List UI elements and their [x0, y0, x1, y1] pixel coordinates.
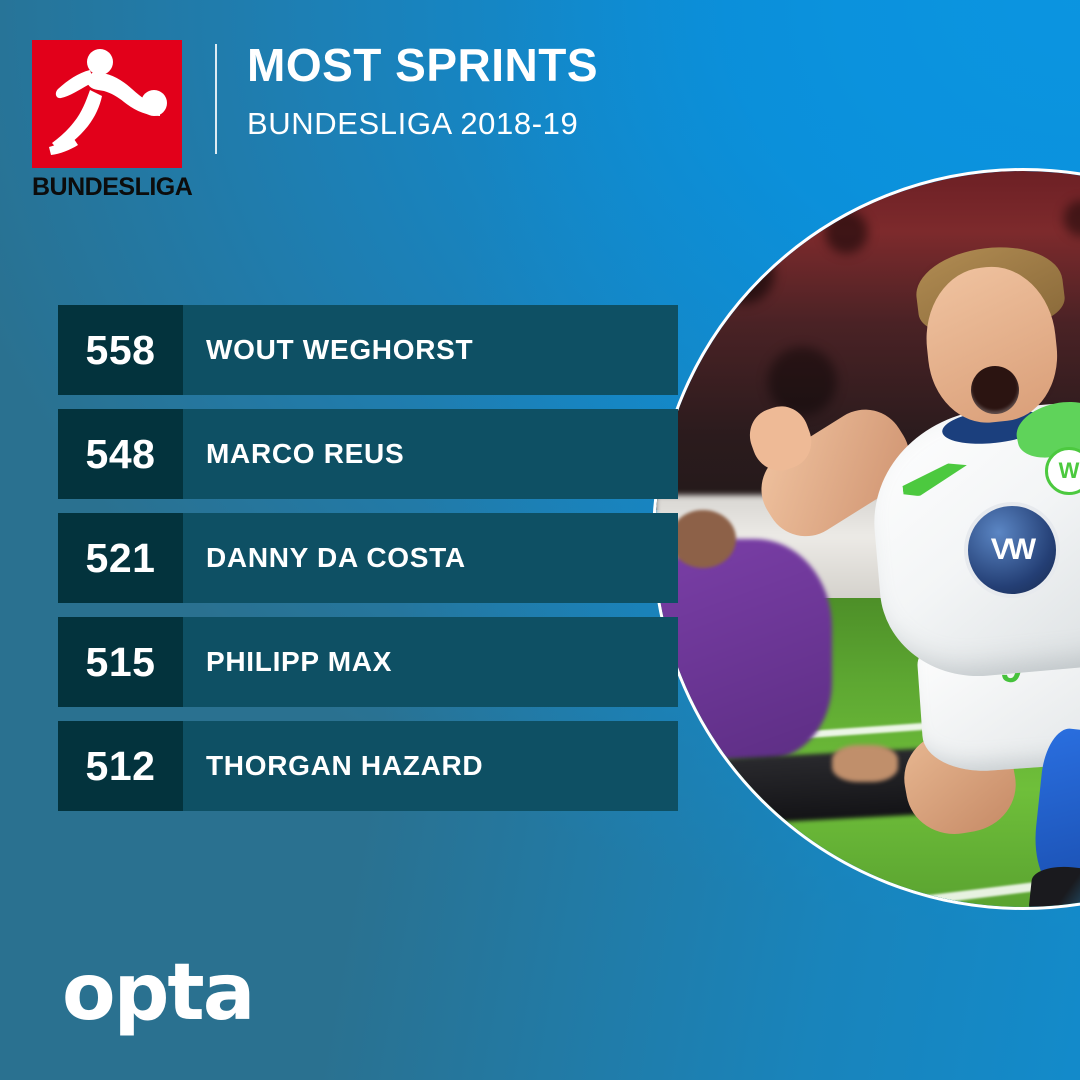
header-titles: MOST SPRINTS BUNDESLIGA 2018-19: [247, 40, 598, 139]
row-value: 548: [58, 409, 183, 499]
header-divider: [215, 44, 217, 154]
row-player-name: PHILIPP MAX: [206, 646, 393, 677]
player-photo: 9 W VW: [655, 171, 1080, 907]
table-row: 512 THORGAN HAZARD: [58, 721, 678, 811]
bundesliga-player-kicking-ball-icon: [49, 49, 167, 155]
row-value: 515: [58, 617, 183, 707]
table-row: 521 DANNY DA COSTA: [58, 513, 678, 603]
wolfsburg-crest-icon: W: [1045, 447, 1080, 495]
row-player-name: DANNY DA COSTA: [206, 542, 466, 573]
row-value: 521: [58, 513, 183, 603]
table-row: 515 PHILIPP MAX: [58, 617, 678, 707]
vw-sponsor-logo-icon: VW: [964, 502, 1060, 598]
opta-logo: opta: [62, 948, 255, 1038]
bundesliga-wordmark: BUNDESLIGA: [32, 173, 193, 201]
opponent-goalkeeper: [655, 539, 832, 760]
page-title: MOST SPRINTS: [247, 39, 599, 91]
prone-player-leg: [831, 745, 898, 782]
page-subtitle: BUNDESLIGA 2018-19: [247, 106, 579, 141]
row-value: 512: [58, 721, 183, 811]
header: BUNDESLIGA MOST SPRINTS BUNDESLIGA 2018-…: [32, 40, 598, 202]
player-photo-circle: 9 W VW: [652, 168, 1080, 910]
row-bar: DANNY DA COSTA: [183, 513, 678, 603]
table-row: 548 MARCO REUS: [58, 409, 678, 499]
row-bar: PHILIPP MAX: [183, 617, 678, 707]
row-value: 558: [58, 305, 183, 395]
row-player-name: MARCO REUS: [206, 438, 405, 469]
row-bar: MARCO REUS: [183, 409, 678, 499]
row-player-name: WOUT WEGHORST: [206, 334, 474, 365]
table-row: 558 WOUT WEGHORST: [58, 305, 678, 395]
row-bar: THORGAN HAZARD: [183, 721, 678, 811]
row-bar: WOUT WEGHORST: [183, 305, 678, 395]
row-player-name: THORGAN HAZARD: [206, 750, 484, 781]
bundesliga-logo: BUNDESLIGA: [32, 40, 193, 202]
opponent-goalkeeper-head: [669, 509, 736, 569]
bundesliga-badge: [32, 40, 182, 168]
sprints-ranking-list: 558 WOUT WEGHORST 548 MARCO REUS 521 DAN…: [58, 305, 678, 811]
